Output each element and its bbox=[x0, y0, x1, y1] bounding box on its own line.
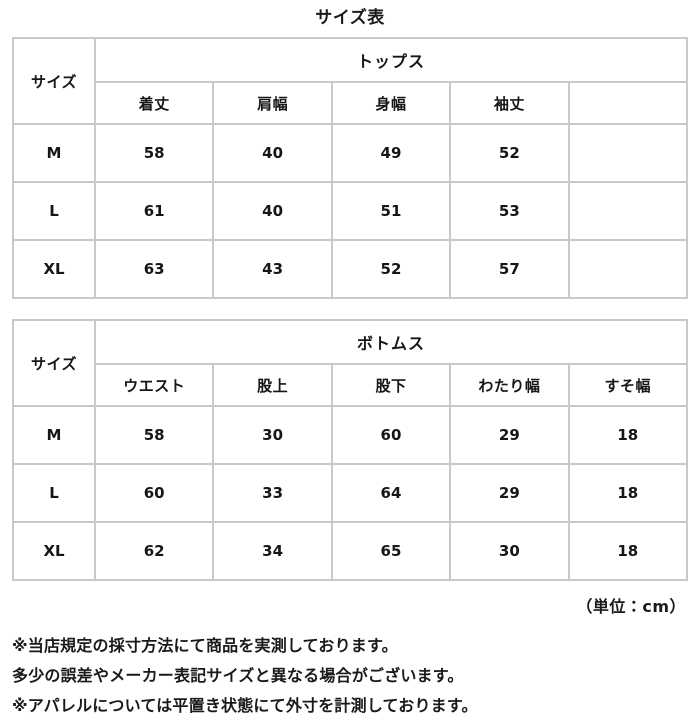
header-measure: わたり幅 bbox=[449, 363, 570, 407]
note-line: 多少の誤差やメーカー表記サイズと異なる場合がございます。 bbox=[12, 666, 464, 685]
table-cell: 52 bbox=[449, 123, 570, 183]
header-measure: 肩幅 bbox=[212, 81, 333, 125]
table-cell: 43 bbox=[212, 239, 333, 299]
table-cell-empty bbox=[567, 123, 689, 183]
table-cell: 61 bbox=[93, 181, 215, 241]
row-size-label: M bbox=[12, 123, 96, 183]
page-title: サイズ表 bbox=[315, 8, 385, 28]
row-size-label: L bbox=[12, 181, 96, 241]
unit-note: （単位：cm） bbox=[576, 597, 686, 616]
row-size-label: L bbox=[12, 463, 96, 523]
table-cell: 49 bbox=[330, 123, 452, 183]
table-header-group-row: サイズ ボトムス bbox=[12, 319, 688, 407]
table-row: L 61 40 51 53 bbox=[12, 181, 689, 241]
table-cell: 34 bbox=[212, 521, 333, 581]
header-measure: すそ幅 bbox=[567, 363, 689, 407]
row-size-label: XL bbox=[12, 239, 96, 299]
table-cell: 60 bbox=[330, 405, 452, 465]
table-row: XL 63 43 52 57 bbox=[12, 239, 689, 299]
note-line: ※アパレルについては平置き状態にて外寸を計測しております。 bbox=[12, 696, 478, 715]
table-cell: 40 bbox=[212, 123, 333, 183]
table-cell: 58 bbox=[93, 123, 215, 183]
header-measure: 袖丈 bbox=[449, 81, 570, 125]
header-size-column: サイズ bbox=[12, 319, 96, 407]
table-cell: 53 bbox=[449, 181, 570, 241]
table-header-measures-row: 着丈 肩幅 身幅 袖丈 bbox=[13, 81, 689, 125]
table-cell: 57 bbox=[449, 239, 570, 299]
table-cell: 30 bbox=[449, 521, 570, 581]
header-measure: 股上 bbox=[212, 363, 333, 407]
table-header-group-row: サイズ トップス bbox=[12, 37, 688, 125]
header-measure: 股下 bbox=[330, 363, 452, 407]
table-cell: 65 bbox=[330, 521, 452, 581]
row-size-label: XL bbox=[12, 521, 96, 581]
header-group-tops: トップス bbox=[94, 37, 688, 83]
table-cell: 40 bbox=[212, 181, 333, 241]
header-size-column: サイズ bbox=[12, 37, 96, 125]
table-cell: 63 bbox=[93, 239, 215, 299]
size-chart-page: サイズ表 サイズ トップス 着丈 肩幅 身幅 袖丈 M 58 40 49 52 bbox=[12, 8, 689, 715]
table-row: XL 62 34 65 30 18 bbox=[12, 521, 689, 581]
table-row: M 58 30 60 29 18 bbox=[12, 405, 689, 465]
table-cell: 33 bbox=[212, 463, 333, 523]
table-cell: 51 bbox=[330, 181, 452, 241]
disclaimer-notes: ※当店規定の採寸方法にて商品を実測しております。 多少の誤差やメーカー表記サイズ… bbox=[12, 617, 688, 721]
header-measure: ウエスト bbox=[93, 363, 215, 407]
header-measure-empty bbox=[567, 81, 689, 125]
header-group-bottoms: ボトムス bbox=[94, 319, 688, 365]
header-measure: 着丈 bbox=[93, 81, 215, 125]
table-cell: 52 bbox=[330, 239, 452, 299]
table-cell: 64 bbox=[330, 463, 452, 523]
table-cell: 29 bbox=[449, 463, 570, 523]
row-size-label: M bbox=[12, 405, 96, 465]
table-cell: 58 bbox=[93, 405, 215, 465]
table-cell: 29 bbox=[449, 405, 570, 465]
table-cell-empty bbox=[567, 181, 689, 241]
table-row: M 58 40 49 52 bbox=[12, 123, 689, 183]
table-cell: 18 bbox=[567, 521, 689, 581]
table-cell-empty bbox=[567, 239, 689, 299]
table-cell: 62 bbox=[93, 521, 215, 581]
table-cell: 18 bbox=[567, 405, 689, 465]
tops-size-table: サイズ トップス 着丈 肩幅 身幅 袖丈 M 58 40 49 52 L 61 bbox=[12, 37, 689, 299]
table-row: L 60 33 64 29 18 bbox=[12, 463, 689, 523]
table-cell: 18 bbox=[567, 463, 689, 523]
header-measure: 身幅 bbox=[330, 81, 452, 125]
table-header-measures-row: ウエスト 股上 股下 わたり幅 すそ幅 bbox=[13, 363, 689, 407]
table-cell: 30 bbox=[212, 405, 333, 465]
table-cell: 60 bbox=[93, 463, 215, 523]
note-line: ※当店規定の採寸方法にて商品を実測しております。 bbox=[12, 636, 398, 655]
bottoms-size-table: サイズ ボトムス ウエスト 股上 股下 わたり幅 すそ幅 M 58 30 60 … bbox=[12, 319, 689, 581]
table-separator bbox=[12, 299, 688, 319]
